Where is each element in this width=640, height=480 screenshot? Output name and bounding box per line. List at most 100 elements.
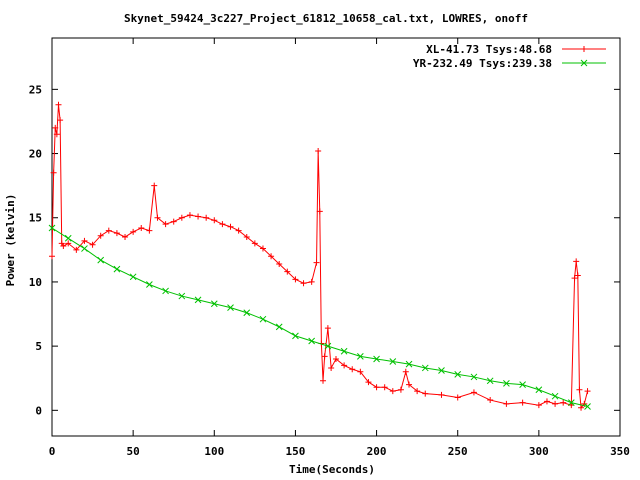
series-2-point — [421, 364, 429, 372]
series-1-point — [578, 404, 585, 411]
series-1-point — [543, 398, 550, 405]
series-1-point — [65, 240, 72, 247]
y-tick-label: 15 — [29, 212, 42, 225]
x-tick-label: 100 — [204, 445, 224, 458]
series-2-point — [308, 337, 316, 345]
series-2-point — [81, 245, 88, 252]
x-tick-label: 300 — [529, 445, 549, 458]
series-1-point — [365, 379, 372, 386]
series-2-point — [584, 403, 591, 410]
series-1-point — [300, 280, 307, 287]
series-1-point — [422, 390, 429, 397]
series-1-point — [259, 245, 266, 252]
legend: XL-41.73 Tsys:48.68 YR-232.49 Tsys:239.3… — [413, 43, 606, 70]
series-1-point — [487, 397, 494, 404]
series-1-point — [268, 253, 275, 260]
series-2-point — [227, 304, 234, 311]
series-1-point — [535, 402, 542, 409]
series-1-point — [389, 388, 396, 395]
series-2-point — [324, 342, 332, 350]
series-1-point — [195, 213, 202, 220]
x-axis-label: Time(Seconds) — [289, 463, 375, 476]
series-1-point — [178, 214, 185, 221]
y-axis-ticks: 0 5 10 15 20 25 — [29, 83, 620, 417]
series-1-point — [243, 234, 250, 240]
x-tick-label: 350 — [610, 445, 630, 458]
legend-swatch-series-1 — [562, 46, 606, 52]
series-1-point — [55, 101, 62, 108]
series-2-point — [178, 292, 186, 300]
chart-title: Skynet_59424_3c227_Project_61812_10658_c… — [124, 12, 528, 25]
series-2-point — [97, 256, 105, 264]
series-2-point — [194, 296, 202, 304]
series-1-point — [251, 240, 258, 247]
series-1-point — [284, 268, 291, 275]
series-2-point — [454, 371, 462, 378]
series-1-point — [560, 399, 567, 406]
series-2-point — [438, 367, 445, 374]
series-1-point — [211, 217, 218, 224]
series-1-point — [324, 325, 331, 332]
series-1-point — [151, 182, 158, 189]
y-tick-label: 25 — [29, 83, 42, 96]
series-2-point — [519, 381, 526, 388]
series-1-point — [503, 400, 510, 407]
series-1-point — [186, 212, 193, 219]
series-1-point — [138, 225, 145, 232]
series-1-point — [381, 384, 388, 391]
y-axis-label: Power (kelvin) — [4, 194, 17, 287]
series-1-point — [470, 389, 477, 396]
series-2-point — [113, 265, 121, 273]
series-1-point — [571, 275, 578, 282]
x-tick-label: 0 — [49, 445, 56, 458]
series-2-point — [259, 315, 267, 323]
series-1-point — [50, 169, 57, 176]
series-1-point — [321, 353, 328, 360]
series-2-point — [129, 273, 137, 281]
series-1-point — [162, 221, 169, 228]
series-2-point — [356, 353, 364, 360]
series-1-point — [57, 117, 64, 124]
series-1-point — [227, 223, 234, 230]
y-tick-label: 5 — [35, 340, 42, 353]
series-1-point — [333, 355, 339, 362]
series-1-point — [170, 218, 177, 225]
series-2-point — [405, 360, 413, 368]
series-1-point — [53, 131, 60, 138]
series-2-point — [48, 224, 56, 232]
legend-swatch-series-2 — [562, 59, 606, 67]
x-tick-label: 250 — [448, 445, 468, 458]
series-2-point — [275, 323, 283, 331]
y-tick-label: 10 — [29, 276, 42, 289]
series-2-point — [389, 358, 397, 365]
series-2-point — [292, 332, 299, 340]
series-1-point — [584, 388, 591, 395]
series-2 — [48, 224, 591, 410]
x-tick-label: 50 — [127, 445, 140, 458]
series-1-point — [454, 394, 461, 401]
series-1-point — [438, 391, 445, 398]
series-1-point — [219, 221, 226, 228]
series-2-point — [486, 377, 494, 385]
series-1-point — [203, 214, 210, 221]
series-1-point — [308, 278, 315, 285]
x-tick-label: 150 — [285, 445, 305, 458]
x-tick-label: 200 — [367, 445, 387, 458]
series-2-point — [210, 300, 218, 308]
series-1-point — [313, 259, 320, 266]
series-1-point — [73, 246, 80, 253]
series-2-point — [64, 234, 72, 242]
series-1-point — [406, 381, 413, 388]
x-axis-ticks: 0 50 100 150 200 250 300 350 — [49, 38, 630, 458]
series-2-point — [162, 287, 169, 295]
series-1-point — [349, 366, 356, 373]
series-2-point — [551, 392, 559, 400]
series-1-point — [276, 260, 283, 267]
series-2-point — [567, 399, 575, 406]
series-1-point — [113, 230, 120, 237]
series-layer — [48, 101, 591, 411]
series-1-point — [146, 227, 153, 234]
series-1-point — [316, 208, 323, 215]
series-1-point — [414, 388, 421, 395]
